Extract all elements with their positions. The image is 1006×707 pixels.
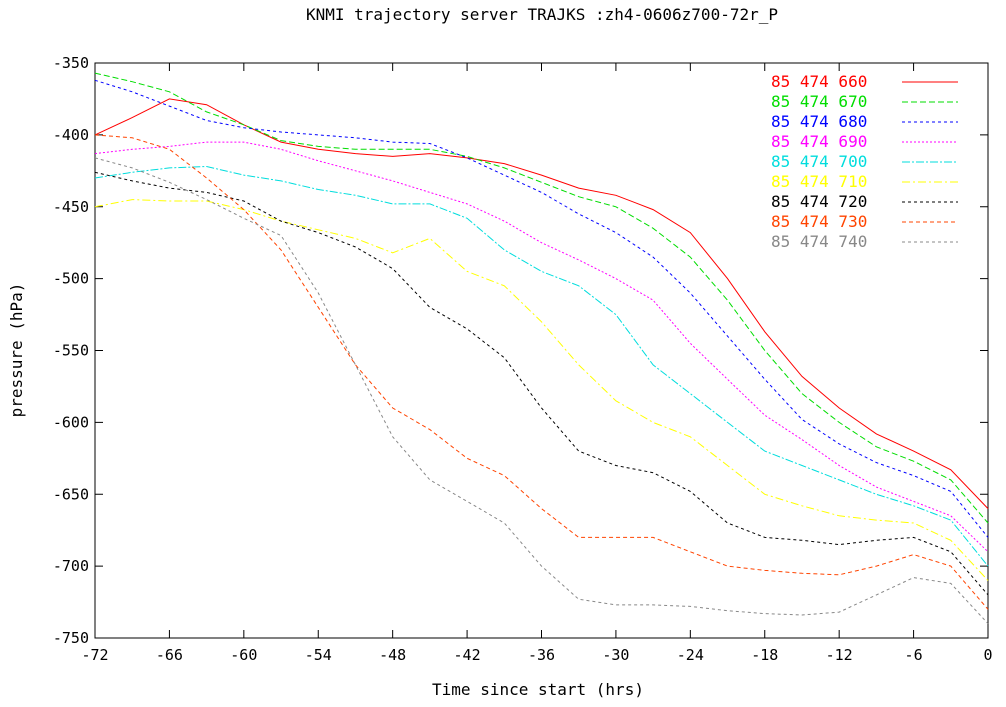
series-line-4 xyxy=(94,165,989,567)
x-tick-label: -30 xyxy=(602,646,629,664)
legend-entry-label: 85 474 660 xyxy=(771,72,867,91)
series-line-6 xyxy=(94,171,989,596)
x-tick-label: -18 xyxy=(751,646,778,664)
y-tick-label: -450 xyxy=(53,198,89,216)
x-tick-label: -24 xyxy=(677,646,704,664)
x-tick-label: -66 xyxy=(156,646,183,664)
legend-entry-label: 85 474 710 xyxy=(771,172,867,191)
x-tick-label: -72 xyxy=(81,646,108,664)
chart-title: KNMI trajectory server TRAJKS :zh4-0606z… xyxy=(306,5,778,24)
legend-entry-label: 85 474 680 xyxy=(771,112,867,131)
x-tick-label: -54 xyxy=(305,646,332,664)
legend-entry-label: 85 474 720 xyxy=(771,192,867,211)
y-tick-label: -650 xyxy=(53,485,89,503)
series-line-1 xyxy=(94,72,989,524)
x-axis-ticks: -72 -66 -60 -54 -48 -42 -36 -30 -24 -18 -12 -6 0 xyxy=(81,63,993,664)
x-tick-label: 0 xyxy=(983,646,992,664)
y-tick-label: -750 xyxy=(53,629,89,647)
legend-entry-label: 85 474 700 xyxy=(771,152,867,171)
y-axis-label: pressure (hPa) xyxy=(7,283,26,418)
y-axis-ticks: -350 -400 -450 -500 -550 -600 -650 -700 -750 xyxy=(53,54,988,647)
y-tick-label: -550 xyxy=(53,342,89,360)
x-tick-label: -36 xyxy=(528,646,555,664)
series-line-8 xyxy=(94,157,989,624)
x-tick-label: -12 xyxy=(826,646,853,664)
legend-entry-label: 85 474 670 xyxy=(771,92,867,111)
x-tick-label: -6 xyxy=(905,646,923,664)
legend-entry-label: 85 474 690 xyxy=(771,132,867,151)
x-tick-label: -60 xyxy=(230,646,257,664)
x-tick-label: -42 xyxy=(454,646,481,664)
x-axis-label: Time since start (hrs) xyxy=(432,680,644,699)
x-tick-label: -48 xyxy=(379,646,406,664)
y-tick-label: -600 xyxy=(53,413,89,431)
legend-entry-label: 85 474 740 xyxy=(771,232,867,251)
y-tick-label: -350 xyxy=(53,54,89,72)
series-line-5 xyxy=(94,199,989,581)
legend-entry-label: 85 474 730 xyxy=(771,212,867,231)
y-tick-label: -500 xyxy=(53,270,89,288)
series-line-2 xyxy=(94,79,989,538)
y-tick-label: -700 xyxy=(53,557,89,575)
series-line-3 xyxy=(94,141,989,553)
series-lines xyxy=(94,72,989,624)
y-tick-label: -400 xyxy=(53,126,89,144)
